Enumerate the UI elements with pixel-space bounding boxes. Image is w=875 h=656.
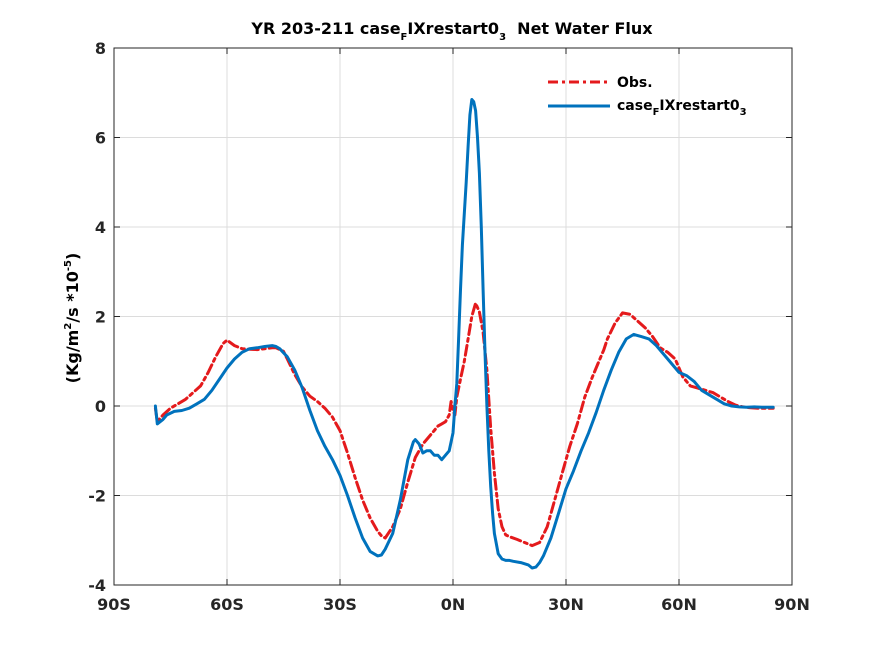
- title-mid: IXrestart0: [407, 19, 499, 38]
- title-suffix: Net Water Flux: [506, 19, 653, 38]
- legend: Obs. caseFIXrestart03: [548, 75, 747, 118]
- y-tick-label: 4: [95, 218, 106, 237]
- x-tick-label: 90N: [774, 595, 810, 614]
- y-tick-label: 6: [95, 129, 106, 148]
- ylabel-sup1: 2: [63, 323, 74, 330]
- ylabel-part2: /s *10: [63, 271, 82, 323]
- y-tick-label: 8: [95, 39, 106, 58]
- y-axis-label: (Kg/m2/s *10-5): [63, 253, 82, 384]
- chart-title: YR 203-211 caseFIXrestart03 Net Water Fl…: [250, 19, 653, 43]
- title-sub1: F: [401, 32, 408, 43]
- ylabel-part1: (Kg/m: [63, 330, 82, 384]
- x-tick-label: 30S: [323, 595, 357, 614]
- x-tick-label: 60S: [210, 595, 244, 614]
- legend-case-sub1: F: [653, 107, 660, 118]
- series-line-obs: [153, 301, 775, 548]
- legend-case-mid: IXrestart0: [659, 98, 739, 114]
- y-tick-label: 0: [95, 397, 106, 416]
- legend-case-sub2: 3: [740, 107, 747, 118]
- title-prefix: YR 203-211 case: [250, 19, 400, 38]
- title-sub2: 3: [499, 32, 506, 43]
- y-tick-label: -2: [88, 487, 106, 506]
- legend-obs-label: Obs.: [617, 75, 653, 91]
- x-tick-label: 0N: [441, 595, 466, 614]
- ylabel-part3: ): [63, 253, 82, 260]
- plot-area: 90S 60S 30S 0N 30N 60N 90N -4 -2 0 2 4 6 8: [88, 39, 810, 614]
- legend-case-label: caseFIXrestart03: [617, 98, 747, 118]
- x-tick-label: 60N: [661, 595, 697, 614]
- x-tick-label: 90S: [97, 595, 131, 614]
- y-tick-label: 2: [95, 308, 106, 327]
- legend-case-prefix: case: [617, 98, 653, 114]
- ylabel-sup2: -5: [63, 260, 74, 271]
- y-tick-label: -4: [88, 576, 106, 595]
- series-line-case: [153, 98, 775, 570]
- x-tick-label: 30N: [548, 595, 584, 614]
